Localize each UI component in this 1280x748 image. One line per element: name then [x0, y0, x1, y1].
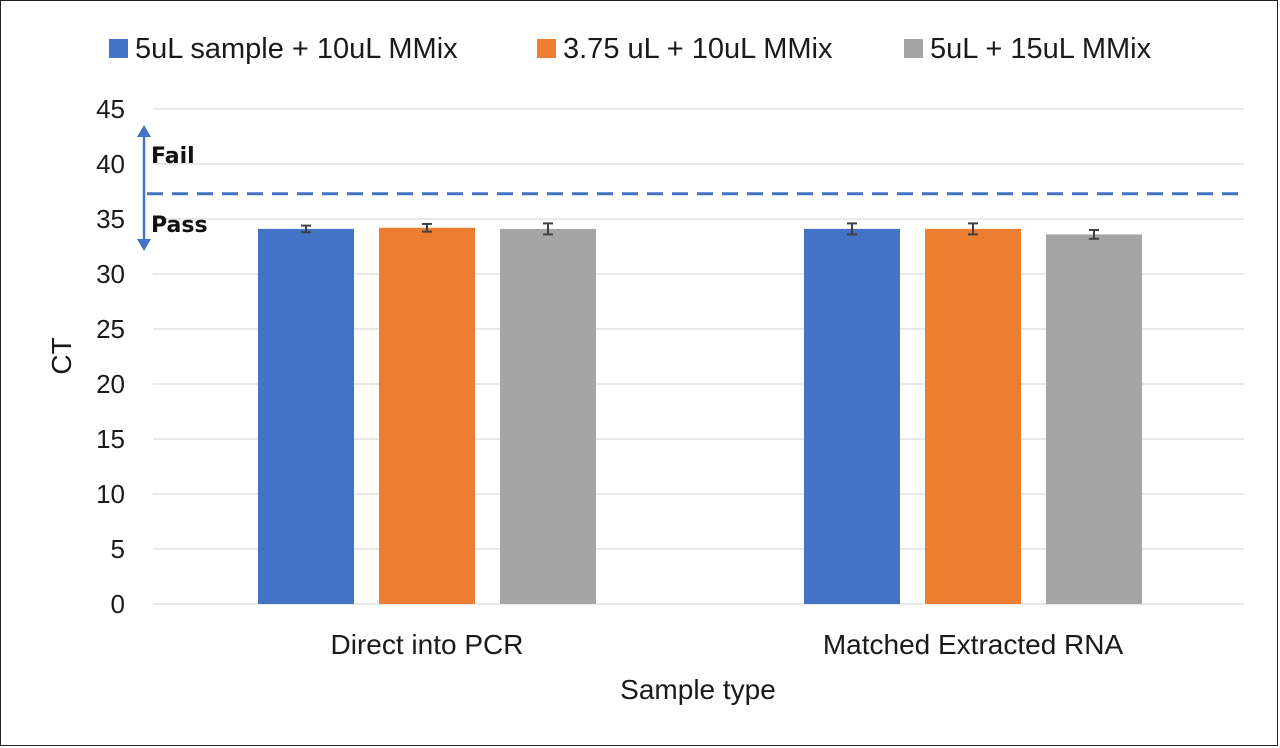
bar [379, 227, 475, 605]
y-tick-label: 20 [96, 369, 125, 399]
bar [258, 228, 354, 604]
arrow-head-up [137, 125, 151, 137]
x-tick-label: Direct into PCR [331, 629, 524, 660]
bar [925, 228, 1021, 604]
y-tick-label: 0 [111, 589, 125, 619]
y-tick-label: 10 [96, 479, 125, 509]
y-tick-label: 45 [96, 94, 125, 124]
legend-swatch [904, 39, 923, 58]
y-tick-label: 40 [96, 149, 125, 179]
bar [804, 228, 900, 604]
y-tick-label: 15 [96, 424, 125, 454]
legend-label: 5uL + 15uL MMix [930, 33, 1152, 65]
annotations: Fail Pass [137, 125, 208, 251]
y-tick-label: 35 [96, 204, 125, 234]
legend-swatch [537, 39, 556, 58]
bar [500, 228, 596, 604]
arrow-head-down [137, 239, 151, 251]
x-tick-label: Matched Extracted RNA [823, 629, 1124, 660]
y-tick-label: 25 [96, 314, 125, 344]
legend: 5uL sample + 10uL MMix 3.75 uL + 10uL MMi… [109, 33, 1152, 65]
legend-swatch [109, 39, 128, 58]
bars [258, 222, 1142, 605]
x-axis-title: Sample type [620, 674, 776, 705]
legend-label: 5uL sample + 10uL MMix [135, 33, 458, 65]
y-tick-label: 30 [96, 259, 125, 289]
bar [1046, 234, 1142, 604]
legend-label: 3.75 uL + 10uL MMix [563, 33, 833, 65]
pass-label: Pass [151, 213, 208, 238]
x-axis-categories: Direct into PCR Matched Extracted RNA [331, 629, 1124, 660]
y-axis-title: CT [46, 337, 77, 374]
y-axis-ticks: 0 5 10 15 20 25 30 35 40 45 [96, 94, 125, 619]
y-tick-label: 5 [111, 534, 125, 564]
fail-label: Fail [151, 144, 195, 169]
